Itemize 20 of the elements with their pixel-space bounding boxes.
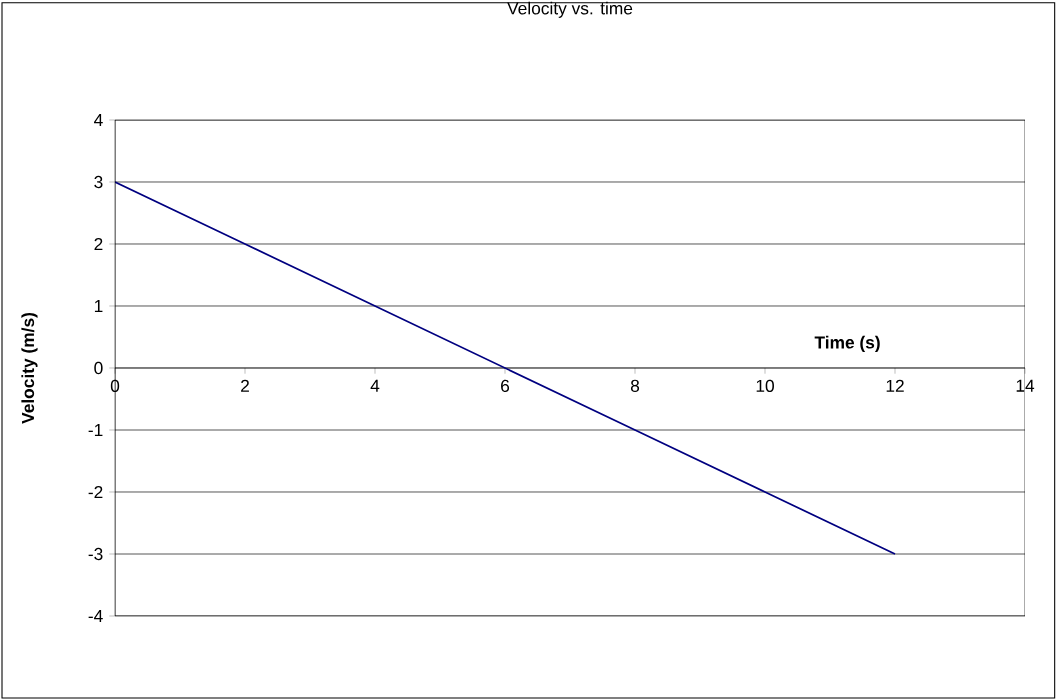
y-tick-label: 0 bbox=[94, 361, 103, 375]
y-tick-label: -3 bbox=[88, 547, 103, 561]
x-tick-label: 0 bbox=[110, 379, 120, 392]
x-axis-title: Time (s) bbox=[814, 335, 880, 353]
x-tick-label: 4 bbox=[370, 379, 380, 392]
y-tick-label: 4 bbox=[94, 114, 103, 126]
y-tick-label: -2 bbox=[88, 485, 103, 499]
chart-title: Velocity vs. time bbox=[507, 1, 633, 18]
y-tick-label: -4 bbox=[88, 610, 103, 622]
x-tick-label: 2 bbox=[241, 379, 249, 392]
y-tick-label: -1 bbox=[88, 424, 103, 436]
y-tick-label: 3 bbox=[94, 175, 103, 189]
x-tick-label: 12 bbox=[886, 379, 904, 392]
y-tick-label: 2 bbox=[94, 237, 103, 251]
x-tick-label: 10 bbox=[756, 379, 774, 392]
y-tick-label: 1 bbox=[94, 300, 103, 312]
x-tick-label: 8 bbox=[630, 379, 640, 392]
x-tick-label: 6 bbox=[501, 379, 510, 392]
x-tick-label: 14 bbox=[1016, 379, 1035, 392]
y-axis-title: Velocity (m/s) bbox=[21, 313, 38, 424]
